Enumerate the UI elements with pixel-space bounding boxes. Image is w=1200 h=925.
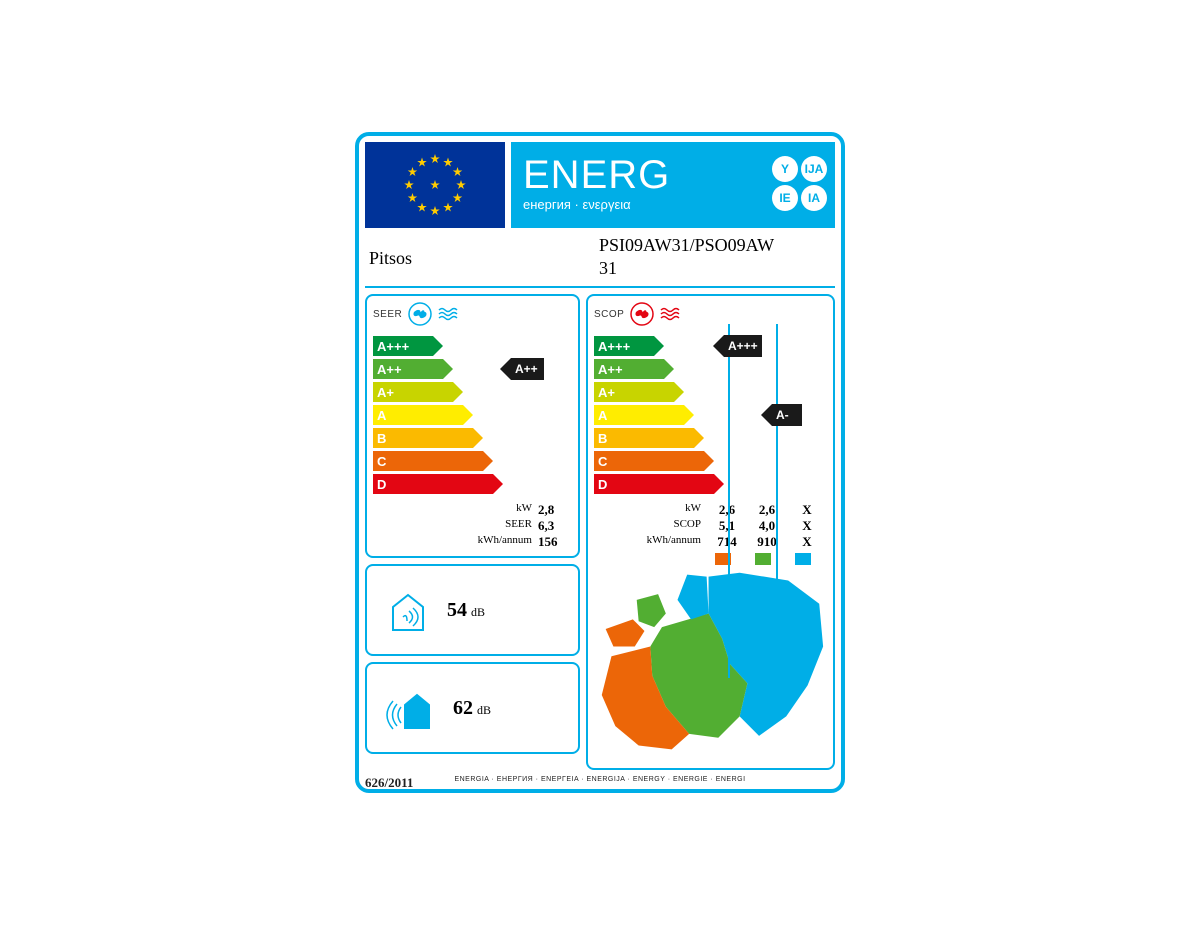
- sound-number: 62: [453, 697, 473, 719]
- seer-head: SEER: [373, 302, 572, 330]
- rating-bar: A+: [373, 382, 453, 402]
- spec-value: 2,6: [747, 502, 787, 518]
- spec-value: 2,8: [538, 502, 572, 518]
- spec-row: SEER6,3: [373, 518, 572, 534]
- header: ENERG енергия · ενεργεια Y IJA IE IA: [365, 142, 835, 228]
- spec-row: kWh/annum714910X: [594, 534, 827, 550]
- spec-value: X: [787, 534, 827, 550]
- outdoor-sound-value: 62 dB: [453, 697, 491, 720]
- scop-specs: kW2,62,6XSCOP5,14,0XkWh/annum714910X: [594, 502, 827, 550]
- footer-langs: ENERGIA · ЕНЕРГИЯ · ΕΝΕΡΓΕΙΑ · ENERGIJA …: [365, 776, 835, 783]
- rating-marker: A++: [511, 358, 544, 380]
- spec-row: kW2,62,6X: [594, 502, 827, 518]
- rating-bar: A+++: [594, 336, 654, 356]
- badge: IA: [801, 185, 827, 211]
- indoor-sound-value: 54 dB: [447, 599, 485, 622]
- identity-row: Pitsos PSI09AW31/PSO09AW 31: [365, 228, 835, 289]
- spec-row: kW2,8: [373, 502, 572, 518]
- spec-value: X: [787, 518, 827, 534]
- spec-label: kW: [594, 502, 707, 518]
- spec-label: kWh/annum: [373, 534, 538, 550]
- spec-label: SCOP: [594, 518, 707, 534]
- eu-climate-map: [594, 569, 827, 762]
- fan-icon: [408, 302, 432, 326]
- fan-icon: [630, 302, 654, 326]
- energy-label: ENERG енергия · ενεργεια Y IJA IE IA Pit…: [355, 132, 845, 794]
- eu-flag: [365, 142, 505, 228]
- spec-row: SCOP5,14,0X: [594, 518, 827, 534]
- brand-name: Pitsos: [369, 234, 599, 281]
- zone-color-swatch: [795, 553, 811, 565]
- spec-label: kW: [373, 502, 538, 518]
- model-number: PSI09AW31/PSO09AW 31: [599, 234, 831, 281]
- sound-unit: dB: [477, 703, 491, 717]
- spec-value: X: [787, 502, 827, 518]
- rating-bar: B: [594, 428, 694, 448]
- spec-row: kWh/annum156: [373, 534, 572, 550]
- rating-bar: A++: [594, 359, 664, 379]
- rating-bar: D: [594, 474, 714, 494]
- scop-panel: SCOP A+++A++A+ABCDA+++A- kW2,62,6XSCOP5,…: [586, 294, 835, 770]
- energ-sub: енергия · ενεργεια: [523, 197, 670, 212]
- heat-wave-icon: [660, 307, 682, 321]
- spec-value: 2,6: [707, 502, 747, 518]
- seer-label: SEER: [373, 309, 402, 320]
- sound-number: 54: [447, 599, 467, 621]
- seer-specs: kW2,8SEER6,3kWh/annum156: [373, 502, 572, 550]
- scop-bars: A+++ A++ A+ ABCD A+++ A-: [594, 336, 827, 494]
- regulation-code: 626/2011: [365, 775, 413, 791]
- rating-marker: A-: [772, 404, 802, 426]
- spec-value: 4,0: [747, 518, 787, 534]
- model-line: 31: [599, 258, 617, 278]
- indoor-sound-icon: [383, 585, 433, 635]
- zone-color-swatch: [755, 553, 771, 565]
- badge: IE: [772, 185, 798, 211]
- zone-squares: [594, 553, 827, 565]
- rating-bar: A: [373, 405, 463, 425]
- rating-bar: A++: [373, 359, 443, 379]
- energ-title-block: ENERG енергия · ενεργεια Y IJA IE IA: [511, 142, 835, 228]
- outdoor-sound-box: 62 dB: [365, 662, 580, 754]
- seer-panel: SEER A+++A++A+ABCDA++ kW2,8SEER6,3kWh/an…: [365, 294, 580, 558]
- sound-unit: dB: [471, 605, 485, 619]
- rating-bar: B: [373, 428, 473, 448]
- rating-bar: D: [373, 474, 493, 494]
- spec-value: 156: [538, 534, 572, 550]
- spec-value: 6,3: [538, 518, 572, 534]
- rating-bar: A+: [594, 382, 674, 402]
- panels: SEER A+++A++A+ABCDA++ kW2,8SEER6,3kWh/an…: [365, 294, 835, 770]
- badge: Y: [772, 156, 798, 182]
- rating-bar: C: [594, 451, 704, 471]
- rating-bar: C: [373, 451, 483, 471]
- spec-value: 910: [747, 534, 787, 550]
- energ-word: ENERG: [523, 155, 670, 195]
- spec-label: kWh/annum: [594, 534, 707, 550]
- scop-head: SCOP: [594, 302, 827, 330]
- seer-bars: A+++ A++ A+ ABCD A++: [373, 336, 572, 494]
- spec-value: 714: [707, 534, 747, 550]
- cool-wave-icon: [438, 307, 460, 321]
- badge: IJA: [801, 156, 827, 182]
- scop-label: SCOP: [594, 309, 624, 320]
- spec-value: 5,1: [707, 518, 747, 534]
- rating-marker: A+++: [724, 335, 762, 357]
- model-line: PSI09AW31/PSO09AW: [599, 235, 774, 255]
- rating-bar: A: [594, 405, 684, 425]
- outdoor-sound-icon: [383, 683, 439, 733]
- lang-badges: Y IJA IE IA: [772, 156, 827, 211]
- indoor-sound-box: 54 dB: [365, 564, 580, 656]
- spec-label: SEER: [373, 518, 538, 534]
- rating-bar: A+++: [373, 336, 433, 356]
